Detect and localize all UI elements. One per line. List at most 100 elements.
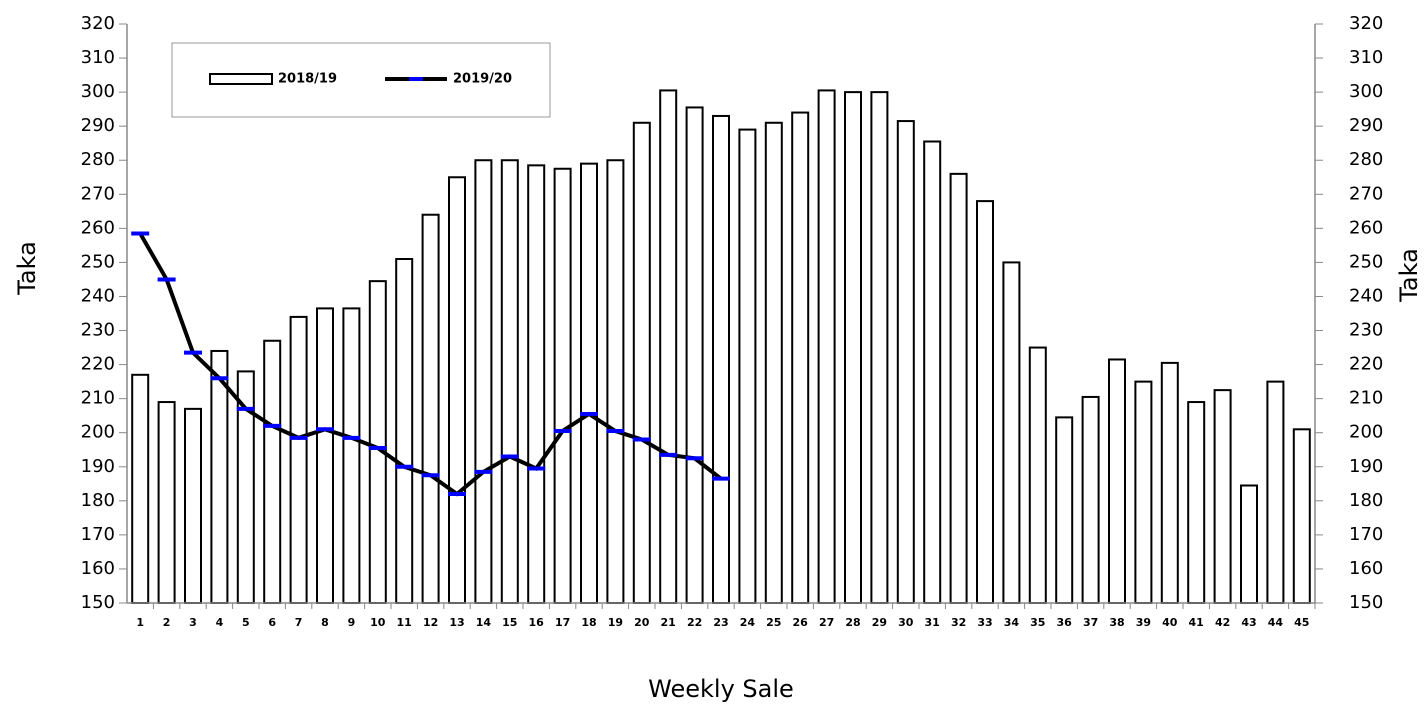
y2-tick-label: 320 <box>1349 13 1383 34</box>
y2-tick-label: 220 <box>1349 354 1383 375</box>
x-tick-label: 21 <box>661 616 676 629</box>
bar <box>1028 346 1047 605</box>
y2-tick-label: 190 <box>1349 456 1383 477</box>
bar <box>1240 484 1258 605</box>
bar <box>184 407 202 605</box>
y-tick-label: 170 <box>81 524 115 545</box>
bar <box>263 339 282 604</box>
bar <box>553 167 572 604</box>
y-tick-label: 280 <box>81 149 115 170</box>
x-tick-label: 13 <box>449 616 464 629</box>
y-tick-label: 310 <box>81 47 115 68</box>
y-tick-label: 190 <box>81 456 115 477</box>
x-tick-label: 27 <box>819 616 834 629</box>
bar <box>764 121 783 604</box>
bar <box>738 128 757 604</box>
x-tick-label: 16 <box>529 616 545 629</box>
y-tick-label: 290 <box>81 115 115 136</box>
y2-tick-label: 310 <box>1349 47 1383 68</box>
bar <box>923 140 942 605</box>
bar <box>157 401 176 604</box>
bar <box>976 200 994 604</box>
x-tick-label: 10 <box>370 616 386 629</box>
y-tick-label: 150 <box>81 592 115 613</box>
x-tick-label: 42 <box>1215 616 1230 629</box>
y2-tick-label: 260 <box>1349 217 1383 238</box>
x-tick-label: 34 <box>1004 616 1020 629</box>
bar <box>844 91 862 604</box>
y2-tick-label: 170 <box>1349 524 1383 545</box>
y-tick-label: 180 <box>81 490 115 511</box>
x-tick-label: 33 <box>977 616 992 629</box>
bar <box>606 159 625 604</box>
bar <box>1160 361 1179 604</box>
bar <box>1134 380 1153 604</box>
y-tick-label: 220 <box>81 354 115 375</box>
x-tick-label: 19 <box>608 616 623 629</box>
y-tick-label: 210 <box>81 388 115 409</box>
bar <box>316 307 334 604</box>
y-axis-label: Taka <box>13 241 41 296</box>
x-tick-label: 14 <box>476 616 492 629</box>
x-tick-label: 44 <box>1268 616 1284 629</box>
bar <box>1292 428 1311 604</box>
bar <box>289 315 308 604</box>
x-tick-label: 30 <box>898 616 914 629</box>
y-tick-label: 160 <box>81 558 115 579</box>
x-tick-label: 35 <box>1030 616 1045 629</box>
bar <box>368 280 387 604</box>
y2-axis-label: Taka <box>1395 248 1423 303</box>
bar <box>448 176 466 604</box>
y2-tick-label: 240 <box>1349 285 1383 306</box>
x-tick-label: 38 <box>1109 616 1124 629</box>
bar <box>1081 395 1100 604</box>
x-tick-label: 6 <box>268 616 276 629</box>
x-tick-label: 8 <box>321 616 329 629</box>
x-tick-label: 31 <box>925 616 940 629</box>
bar <box>500 159 519 604</box>
legend-label: 2019/20 <box>453 72 512 87</box>
x-tick-label: 15 <box>502 616 517 629</box>
bar <box>659 89 678 604</box>
bar <box>949 172 968 604</box>
x-tick-label: 32 <box>951 616 966 629</box>
bar <box>791 111 810 604</box>
x-tick-label: 1 <box>136 616 144 629</box>
x-tick-label: 37 <box>1083 616 1098 629</box>
bar <box>421 213 440 605</box>
y-tick-label: 230 <box>81 320 115 341</box>
bar <box>131 373 150 604</box>
x-tick-label: 26 <box>793 616 809 629</box>
y2-tick-label: 230 <box>1349 320 1383 341</box>
bar <box>527 164 546 604</box>
x-tick-label: 20 <box>634 616 650 629</box>
legend-label: 2018/19 <box>278 72 337 87</box>
x-tick-label: 24 <box>740 616 756 629</box>
y-tick-label: 250 <box>81 251 115 272</box>
bar <box>474 159 493 604</box>
bar <box>342 307 361 604</box>
y2-tick-label: 250 <box>1349 251 1383 272</box>
y-tick-label: 260 <box>81 217 115 238</box>
bar <box>210 349 229 604</box>
y-tick-label: 300 <box>81 81 115 102</box>
bar <box>685 106 704 604</box>
x-tick-label: 17 <box>555 616 570 629</box>
x-tick-label: 3 <box>189 616 197 629</box>
bar <box>1108 358 1126 604</box>
y2-tick-label: 280 <box>1349 149 1383 170</box>
bar <box>712 114 730 604</box>
x-tick-label: 41 <box>1189 616 1204 629</box>
bar <box>817 89 836 604</box>
x-tick-label: 2 <box>163 616 171 629</box>
y2-tick-label: 210 <box>1349 388 1383 409</box>
bar <box>1055 416 1074 605</box>
x-tick-label: 45 <box>1294 616 1309 629</box>
bar <box>870 91 889 604</box>
y-tick-label: 320 <box>81 13 115 34</box>
y2-tick-label: 300 <box>1349 81 1383 102</box>
x-axis-label: Weekly Sale <box>648 675 794 703</box>
legend-swatch <box>209 73 273 85</box>
bar <box>896 120 915 604</box>
